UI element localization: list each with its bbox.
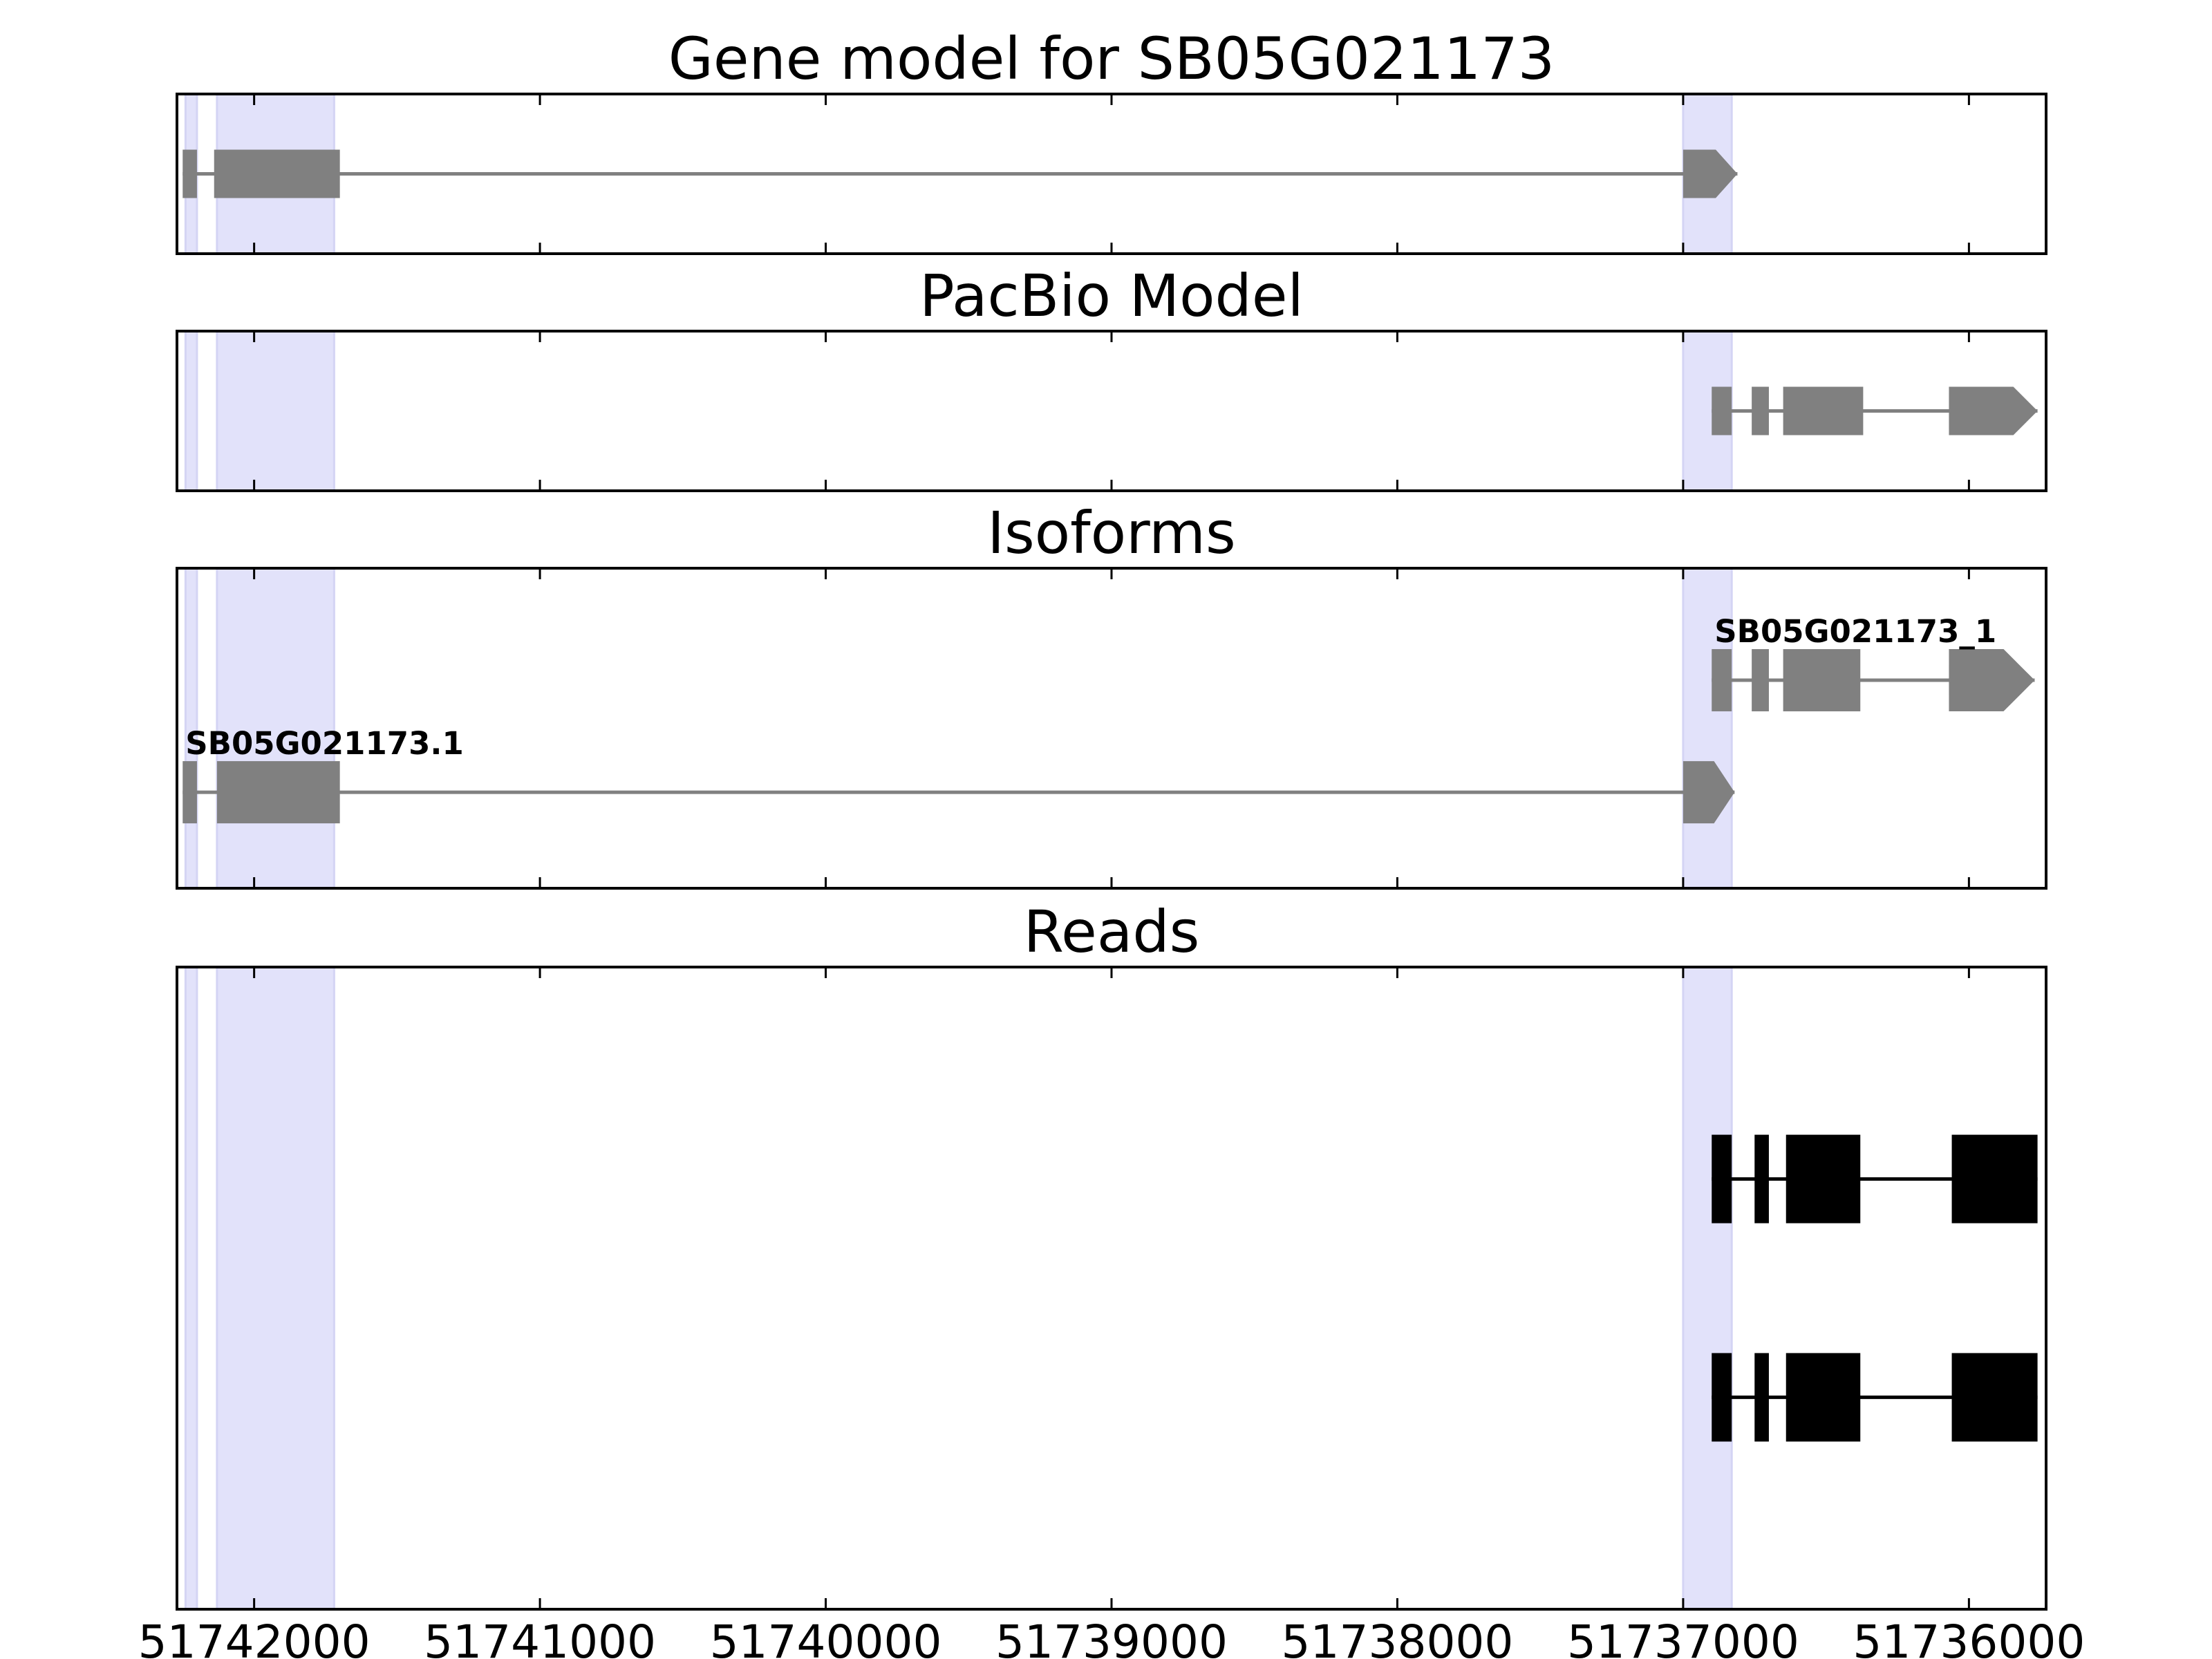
reads-panel: Reads (176, 898, 2047, 1611)
exon-block (1712, 386, 1732, 435)
exon-block (1683, 761, 1735, 824)
exon-block (1783, 649, 1861, 712)
panel-frame (176, 966, 2047, 1611)
read-block (1785, 1353, 1861, 1442)
read-block (1754, 1353, 1769, 1442)
isoform-label: SB05G021173_1 (1714, 613, 1996, 650)
highlight-region-1 (216, 330, 335, 492)
exon-block (214, 149, 340, 198)
exon-block (1712, 649, 1732, 712)
read-block (1951, 1353, 2038, 1442)
exon-block (1752, 649, 1769, 712)
exon-block (182, 149, 197, 198)
x-tick-label: 51741000 (424, 1615, 656, 1659)
read-block (1951, 1134, 2038, 1224)
x-axis: 51742000 51741000 51740000 51739000 51738000… (138, 1615, 2086, 1659)
highlight-region-1 (216, 966, 335, 1611)
exon-block (1752, 386, 1769, 435)
x-tick-label: 51742000 (138, 1615, 371, 1659)
pacbio-model-panel: PacBio Model (176, 262, 2047, 492)
highlight-region-0 (184, 330, 198, 492)
exon-block (1783, 386, 1864, 435)
exon-block (1949, 649, 2035, 712)
highlight-region-2 (1682, 567, 1733, 890)
highlight-region-0 (184, 966, 198, 1611)
exon-block (1683, 149, 1738, 198)
exon-block (182, 761, 197, 824)
exon-block (216, 761, 340, 824)
x-tick-label: 51737000 (1567, 1615, 1799, 1659)
x-tick-label: 51736000 (1853, 1615, 2085, 1659)
reads-title: Reads (1024, 898, 1200, 966)
read-block (1754, 1134, 1769, 1224)
highlight-region-2 (1682, 966, 1733, 1611)
x-tick-label: 51740000 (710, 1615, 942, 1659)
read-block (1712, 1353, 1732, 1442)
read-block (1712, 1134, 1732, 1224)
isoforms-panel: Isoforms SB05G021173_1 SB05G021173.1 (176, 499, 2047, 890)
x-tick-label: 51739000 (995, 1615, 1228, 1659)
pacbio-model-title: PacBio Model (919, 262, 1304, 330)
exon-block (1949, 386, 2038, 435)
read-block (1785, 1134, 1861, 1224)
isoform-label: SB05G021173.1 (185, 725, 464, 762)
gene-model-title: Gene model for SB05G021173 (668, 25, 1555, 93)
gene-model-panel: Gene model for SB05G021173 (176, 25, 2047, 255)
isoforms-title: Isoforms (987, 499, 1236, 567)
x-tick-label: 51738000 (1281, 1615, 1513, 1659)
highlight-region-1 (216, 567, 335, 890)
